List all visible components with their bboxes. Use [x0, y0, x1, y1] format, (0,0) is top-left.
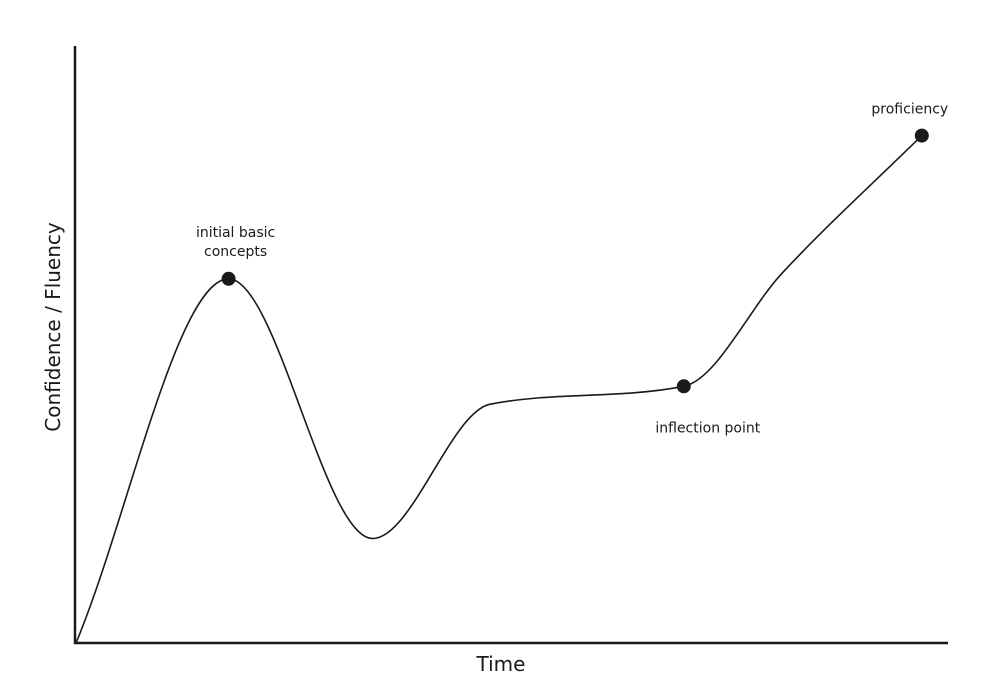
- annotation-initial: initial basic concepts: [196, 225, 275, 260]
- x-axis-label: Time: [476, 652, 526, 676]
- point-initial: [221, 271, 236, 286]
- y-axis-label: Confidence / Fluency: [41, 222, 65, 432]
- point-inflection: [676, 379, 691, 394]
- point-proficiency: [914, 128, 929, 143]
- series-line: [75, 135, 923, 644]
- annotations: initial basic concepts inflection point pro…: [196, 102, 948, 437]
- data-points: [221, 128, 929, 394]
- annotation-initial-line-2: concepts: [204, 244, 267, 260]
- annotation-inflection: inflection point: [655, 420, 760, 436]
- axes: [73, 46, 948, 645]
- annotation-proficiency: proficiency: [871, 102, 948, 118]
- annotation-inflection-line-1: inflection point: [655, 420, 760, 436]
- annotation-initial-line-1: initial basic: [196, 225, 275, 241]
- annotation-proficiency-line-1: proficiency: [871, 102, 948, 118]
